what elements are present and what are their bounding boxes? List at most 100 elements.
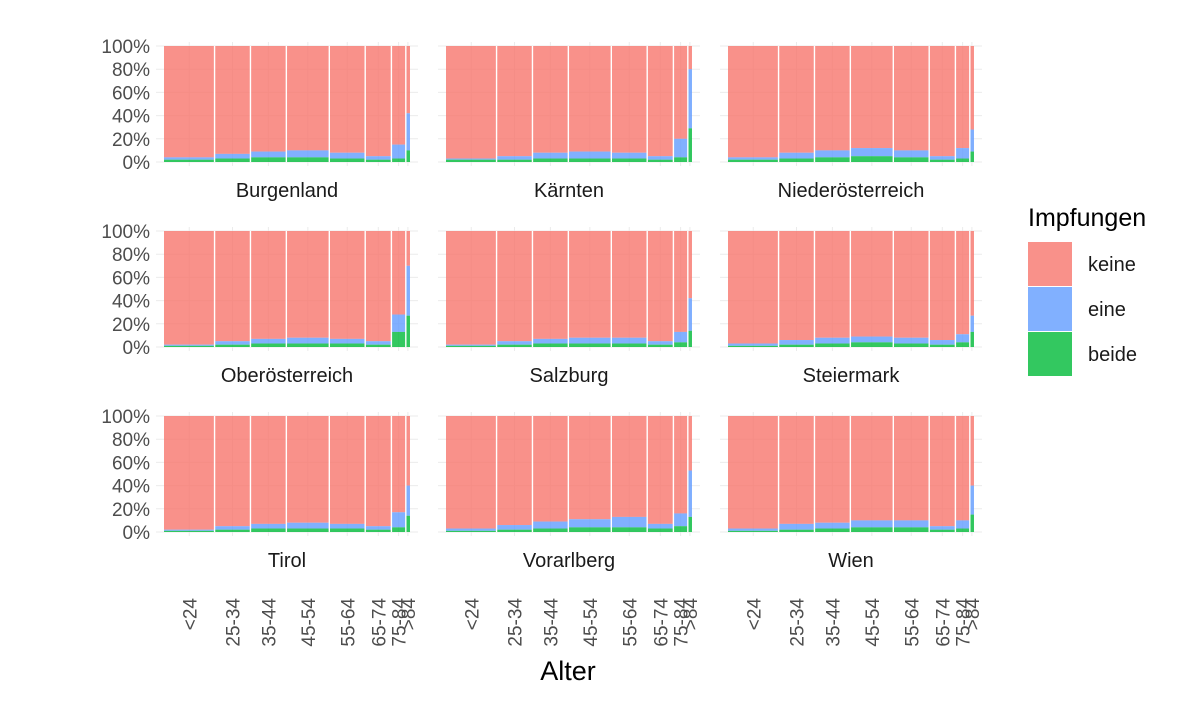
bar-keine [611, 46, 648, 153]
bar-keine [214, 46, 251, 154]
bar-keine [164, 46, 215, 158]
legend-key-eine [1028, 287, 1072, 331]
x-tick-label: 65-74 [651, 598, 672, 647]
bar-beide [687, 128, 692, 162]
bar-beide [568, 527, 612, 532]
bar-eine [532, 338, 569, 344]
bar-beide [329, 528, 366, 532]
x-tick-label: >84 [399, 598, 420, 631]
bar-keine [687, 416, 692, 471]
x-tick-label: 35-44 [541, 598, 562, 647]
bar-beide [893, 157, 930, 162]
bar-eine [893, 520, 930, 528]
bar-beide [728, 345, 779, 347]
bar-beide [969, 514, 974, 532]
bar-beide [850, 527, 894, 532]
bar-keine [955, 416, 970, 521]
bar-eine [214, 341, 251, 345]
bar-beide [496, 344, 533, 347]
bar-eine [687, 470, 692, 517]
bar-keine [673, 46, 688, 139]
bar-beide [532, 528, 569, 532]
bar-eine [391, 314, 406, 332]
bar-keine [850, 416, 894, 521]
bar-beide [446, 345, 497, 347]
bar-eine [391, 512, 406, 528]
bar-beide [214, 158, 251, 162]
bar-keine [929, 416, 956, 527]
legend-label: eine [1088, 299, 1126, 321]
y-tick-label: 60% [112, 83, 150, 104]
bar-eine [164, 529, 215, 531]
facet-label: Vorarlberg [523, 550, 615, 572]
bar-eine [286, 150, 330, 158]
x-tick-label: 35-44 [823, 598, 844, 647]
bar-beide [778, 158, 815, 162]
bar-beide [286, 528, 330, 532]
y-tick-label: 20% [112, 500, 150, 521]
bar-keine [893, 46, 930, 151]
bar-beide [955, 528, 970, 532]
bar-eine [778, 152, 815, 159]
bar-eine [446, 528, 497, 531]
y-tick-label: 80% [112, 245, 150, 266]
x-tick-label: 55-64 [338, 598, 359, 647]
bar-keine [955, 46, 970, 149]
bar-keine [929, 46, 956, 157]
panel-5: Steiermark [720, 227, 982, 387]
bar-keine [496, 231, 533, 342]
bar-keine [929, 231, 956, 341]
bar-keine [250, 231, 287, 339]
bar-keine [568, 416, 612, 520]
x-tick-label: <24 [180, 598, 201, 631]
bar-beide [286, 157, 330, 162]
y-tick-label: 20% [112, 315, 150, 336]
bar-beide [673, 157, 688, 162]
bar-beide [955, 158, 970, 162]
bar-eine [164, 157, 215, 160]
bar-keine [391, 231, 406, 315]
bar-keine [687, 46, 692, 70]
x-tick-label: 25-34 [788, 598, 809, 647]
bar-keine [446, 231, 497, 345]
bar-beide [405, 515, 410, 532]
bar-keine [969, 46, 974, 130]
bar-beide [496, 159, 533, 162]
legend: Impfungen keine eine beide [1028, 204, 1146, 376]
legend-key-keine [1028, 242, 1072, 286]
bar-beide [673, 342, 688, 347]
bar-eine [568, 519, 612, 528]
bar-eine [365, 526, 392, 530]
y-tick-label: 100% [101, 407, 150, 428]
bar-eine [329, 152, 366, 159]
x-tick-label: 75-84 [672, 598, 693, 647]
legend-label: beide [1088, 344, 1137, 366]
bar-keine [329, 416, 366, 524]
bar-keine [814, 231, 851, 338]
bar-eine [329, 338, 366, 344]
bar-keine [164, 231, 215, 345]
x-tick-label: 65-74 [369, 598, 390, 647]
bar-beide [611, 527, 648, 532]
y-tick-label: 40% [112, 107, 150, 128]
bar-eine [532, 152, 569, 159]
bar-beide [611, 343, 648, 347]
bar-eine [814, 150, 851, 158]
bar-beide [728, 530, 779, 532]
bar-eine [728, 528, 779, 531]
panel-0: 0%20%40% 60%80%100% Burgenland [101, 37, 418, 202]
bar-eine [955, 334, 970, 343]
bar-keine [405, 46, 410, 114]
bar-eine [728, 157, 779, 160]
bar-eine [778, 340, 815, 345]
bar-eine [673, 331, 688, 343]
bar-eine [955, 148, 970, 159]
bar-eine [647, 523, 674, 529]
bar-keine [647, 46, 674, 157]
bar-beide [532, 158, 569, 162]
bar-eine [647, 341, 674, 345]
bar-eine [687, 298, 692, 331]
bar-keine [365, 231, 392, 342]
facet-label: Niederösterreich [778, 180, 925, 202]
